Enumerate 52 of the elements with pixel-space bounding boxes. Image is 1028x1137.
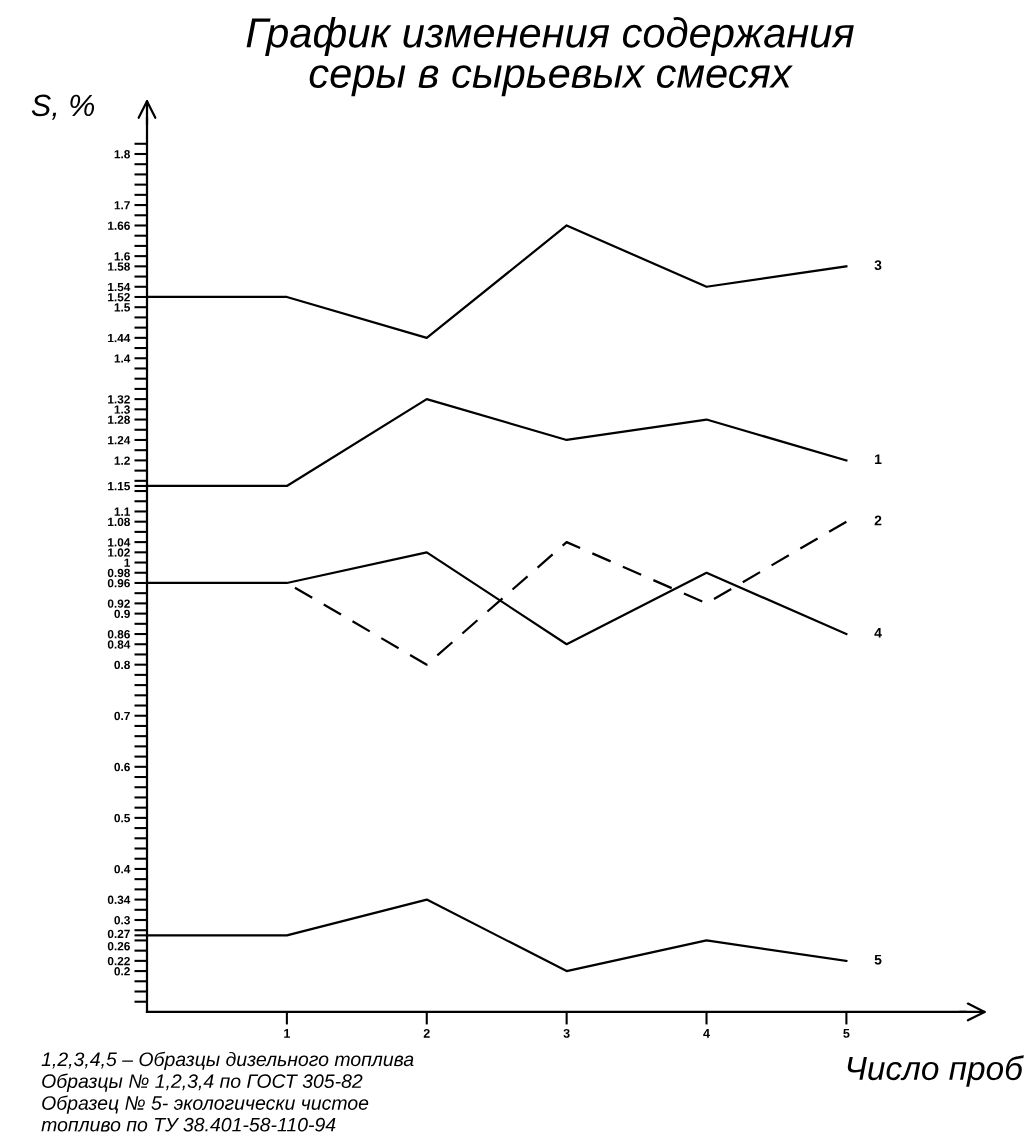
text: 1,2,3,4,5 – Образцы дизельного топлива Образцы № 1,2,3,4 по ГОСТ 305-82 Образец № 5- экологически чистое топливо по ТУ 38.401-58-110-94	[41, 1051, 414, 1132]
y-tick-label: 0.4	[114, 864, 131, 874]
y-tick-label: 0.7	[114, 711, 130, 721]
x-tick-label: 4	[703, 1029, 710, 1038]
x-axis-title: Число проб	[847, 1055, 1024, 1087]
y-tick-label: 0.84	[107, 640, 131, 649]
y-tick-label: 0.86	[107, 630, 130, 639]
text: 3	[874, 260, 882, 271]
y-tick-label: 1.28	[108, 415, 130, 424]
y-tick-label: 0.96	[107, 579, 130, 588]
y-tick-label: 1.4	[114, 354, 131, 363]
y-tick-label: 1.44	[108, 333, 131, 343]
x-tick-label: 1	[284, 1029, 291, 1038]
y-tick-label: 1.54	[108, 282, 131, 292]
y-tick-label: 0.6	[114, 762, 130, 772]
y-tick-label: 0.2	[114, 967, 130, 976]
y-tick-label: 0.27	[107, 929, 130, 939]
y-tick-label: 0.8	[114, 660, 130, 670]
y-tick-label: 1.15	[108, 482, 131, 491]
x-tick-label: 5	[843, 1029, 850, 1038]
text: 2	[874, 515, 882, 526]
y-tick-label: 1.04	[108, 538, 131, 547]
text: 5	[874, 954, 882, 965]
y-tick-label: 1.08	[108, 517, 130, 527]
y-tick-label: 1.32	[108, 395, 130, 404]
chart-title: График изменения содержания серы в сырьевых смесях	[246, 17, 854, 97]
y-tick-label: 0.34	[107, 895, 131, 904]
y-tick-label: 1.66	[108, 221, 130, 230]
y-tick-label: 0.22	[107, 956, 130, 966]
y-tick-label: 1.2	[114, 456, 130, 465]
y-tick-label: 1.3	[114, 405, 130, 414]
y-axis-title: S, %	[31, 94, 95, 120]
x-tick-label: 3	[563, 1028, 570, 1038]
y-tick-label: 1.7	[114, 201, 130, 210]
y-tick-label: 1.5	[114, 303, 131, 312]
y-tick-label: 1	[124, 558, 131, 567]
text: 1	[875, 454, 882, 464]
y-tick-label: 0.26	[107, 942, 130, 951]
y-tick-label: 0.92	[107, 599, 130, 608]
y-tick-label: 1.02	[108, 548, 130, 557]
y-tick-label: 1.24	[108, 436, 131, 445]
y-tick-label: 1.1	[114, 507, 131, 516]
y-tick-label: 0.9	[114, 609, 130, 618]
text: 4	[874, 628, 882, 638]
y-tick-label: 1.6	[114, 252, 130, 261]
y-tick-label: 1.58	[108, 262, 130, 271]
y-tick-label: 0.3	[114, 916, 130, 925]
y-tick-label: 1.8	[114, 150, 130, 159]
x-tick-label: 2	[423, 1028, 430, 1038]
y-tick-label: 1.52	[108, 293, 130, 302]
y-tick-label: 0.98	[107, 568, 130, 578]
y-tick-label: 0.5	[114, 813, 131, 823]
